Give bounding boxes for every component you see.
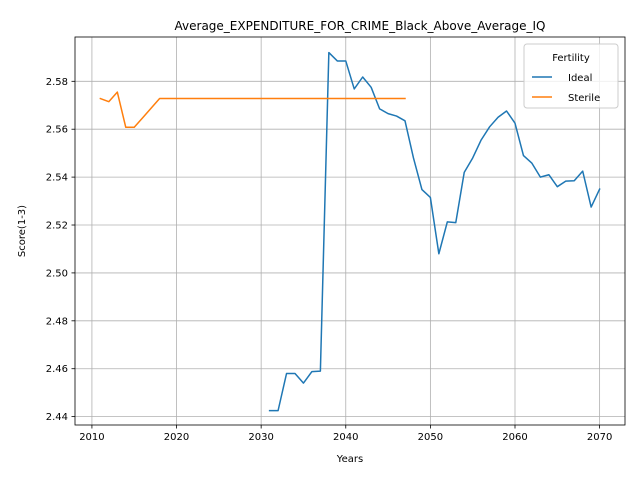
legend-label-sterile: Sterile [568, 93, 600, 104]
grid [75, 37, 625, 425]
series-line-sterile [99, 91, 406, 129]
x-axis-label: Years [336, 454, 363, 465]
legend: Fertility Ideal Sterile [523, 43, 619, 109]
series-line-ideal [268, 51, 601, 412]
x-tick-label: 2050 [418, 432, 443, 443]
series-lines [99, 51, 601, 412]
y-axis: 2.44 2.46 2.48 2.50 2.52 2.54 2.56 2.58 [46, 77, 75, 423]
plot-frame [74, 36, 626, 426]
y-tick-label: 2.54 [46, 173, 68, 184]
legend-box [523, 43, 619, 109]
y-axis-label: Score(1-3) [17, 205, 28, 257]
x-tick-label: 2020 [164, 432, 189, 443]
y-tick-label: 2.48 [46, 316, 68, 327]
legend-title: Fertility [552, 53, 590, 64]
y-tick-label: 2.52 [46, 221, 68, 232]
x-tick-label: 2030 [248, 432, 273, 443]
x-tick-label: 2060 [502, 432, 527, 443]
y-tick-label: 2.56 [46, 125, 68, 136]
legend-label-ideal: Ideal [568, 73, 592, 84]
x-tick-label: 2010 [79, 432, 104, 443]
y-tick-label: 2.44 [46, 412, 68, 423]
y-tick-label: 2.58 [46, 77, 68, 88]
x-tick-label: 2070 [587, 432, 612, 443]
x-tick-label: 2040 [333, 432, 358, 443]
x-axis: 2010 2020 2030 2040 2050 2060 2070 [79, 425, 612, 443]
chart-title: Average_EXPENDITURE_FOR_CRIME_Black_Abov… [175, 19, 546, 33]
y-tick-label: 2.46 [46, 364, 68, 375]
y-tick-label: 2.50 [46, 268, 68, 279]
